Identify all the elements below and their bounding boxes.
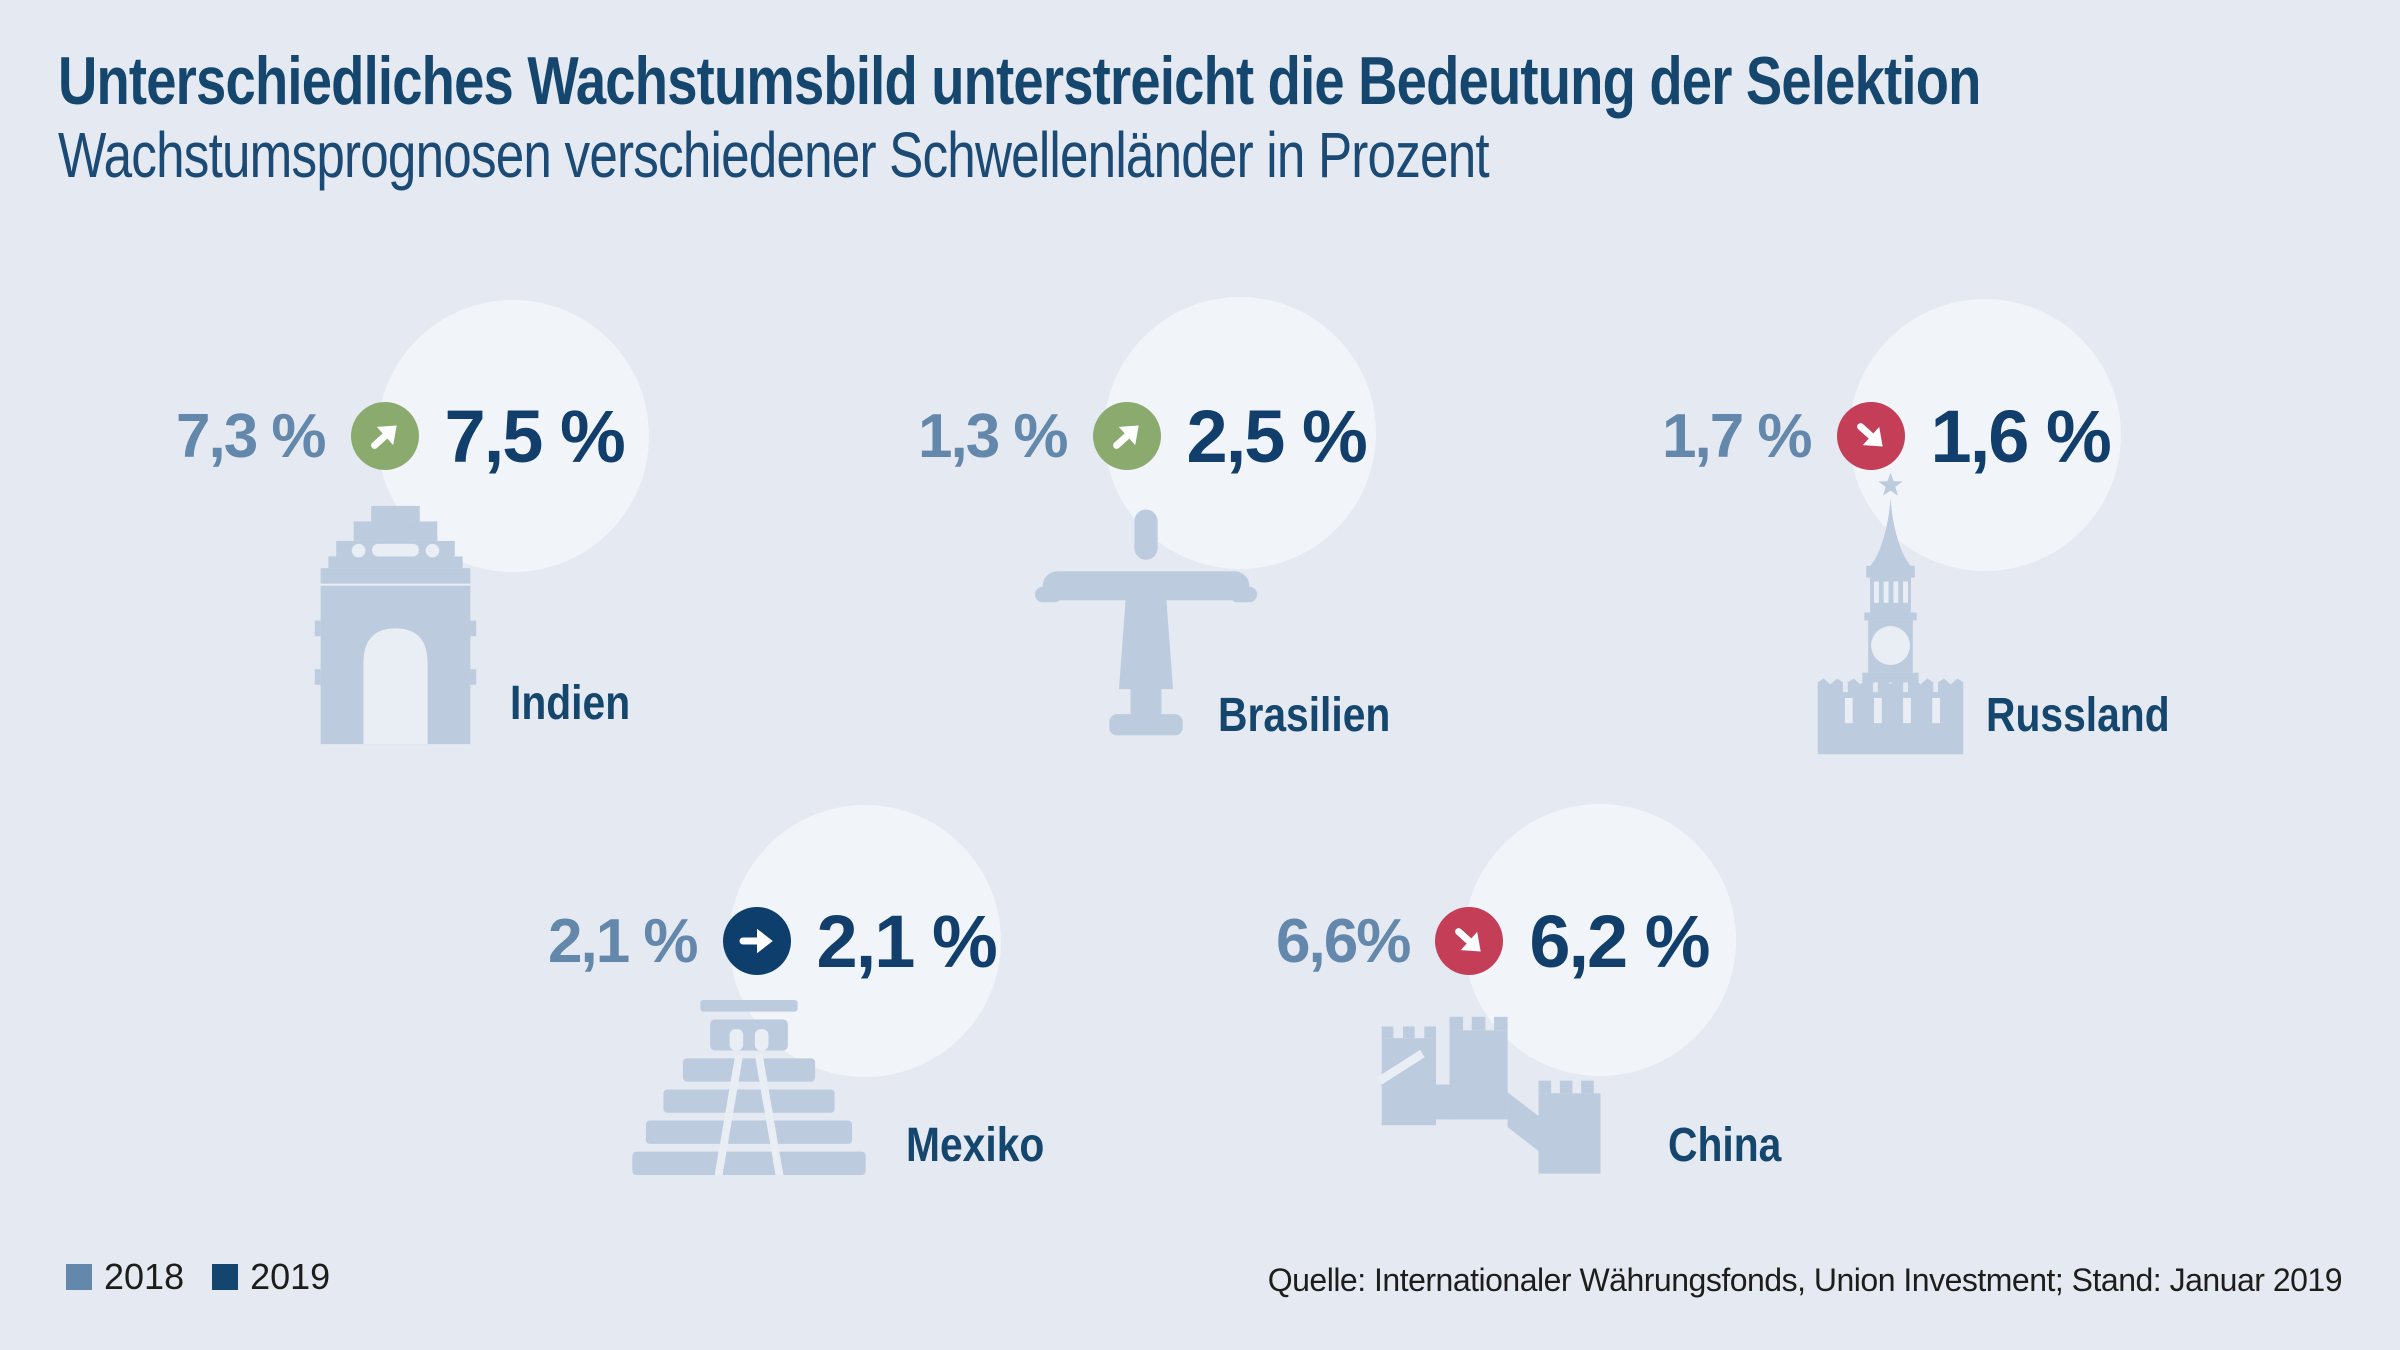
arrow-icon — [1455, 928, 1482, 952]
source-note: Quelle: Internationaler Währungsfonds, U… — [1267, 1262, 2343, 1298]
great-wall-icon — [1377, 1016, 1601, 1174]
legend-swatch-2019 — [212, 1264, 239, 1290]
arrow-icon — [1112, 425, 1139, 449]
legend: 2018 2019 — [66, 1256, 330, 1298]
country-label-brasilien: Brasilien — [1218, 689, 1391, 742]
kremlin-tower-icon — [1817, 472, 1964, 755]
trend-down-arrow-icon — [1836, 402, 1905, 470]
country-label-mexiko: Mexiko — [906, 1119, 1045, 1172]
growth-stats: 2,1 % 2,1 % — [548, 893, 998, 989]
christ-the-redeemer-icon — [1035, 509, 1257, 736]
value-2019: 7,5 % — [444, 394, 626, 478]
legend-label-2018: 2018 — [104, 1256, 185, 1297]
value-2019: 6,2 % — [1529, 899, 1710, 983]
arrow-icon — [739, 928, 773, 954]
trend-down-arrow-icon — [1435, 907, 1504, 975]
growth-stats: 1,3 % 2,5 % — [918, 388, 1368, 484]
trend-up-arrow-icon — [1092, 402, 1161, 470]
country-label-russland: Russland — [1986, 689, 2170, 742]
value-2019: 2,1 % — [816, 899, 998, 983]
arrow-icon — [1856, 423, 1883, 447]
growth-stats: 7,3 % 7,5 % — [176, 388, 626, 484]
value-2018: 6,6% — [1276, 906, 1411, 976]
growth-stats: 6,6% 6,2 % — [1276, 893, 1711, 989]
value-2018: 1,7 % — [1662, 401, 1813, 471]
value-2019: 2,5 % — [1186, 394, 1368, 478]
arrow-icon — [370, 425, 397, 449]
value-2018: 2,1 % — [548, 906, 699, 976]
value-2018: 7,3 % — [176, 401, 327, 471]
india-gate-icon — [314, 505, 477, 745]
legend-label-2019: 2019 — [250, 1256, 331, 1297]
growth-stats: 1,7 % 1,6 % — [1662, 388, 2112, 484]
country-label-china: China — [1668, 1119, 1782, 1172]
page-title: Unterschiedliches Wachstumsbild unterstr… — [58, 43, 1981, 119]
country-label-indien: Indien — [510, 677, 631, 730]
trend-flat-arrow-icon — [722, 907, 791, 975]
page-subtitle: Wachstumsprognosen verschiedener Schwell… — [58, 119, 1490, 191]
highlight-bubble — [1464, 804, 1736, 1076]
legend-swatch-2018 — [66, 1264, 92, 1290]
value-2019: 1,6 % — [1930, 394, 2112, 478]
trend-up-arrow-icon — [350, 402, 419, 470]
stepped-pyramid-icon — [632, 1000, 866, 1175]
value-2018: 1,3 % — [918, 401, 1069, 471]
